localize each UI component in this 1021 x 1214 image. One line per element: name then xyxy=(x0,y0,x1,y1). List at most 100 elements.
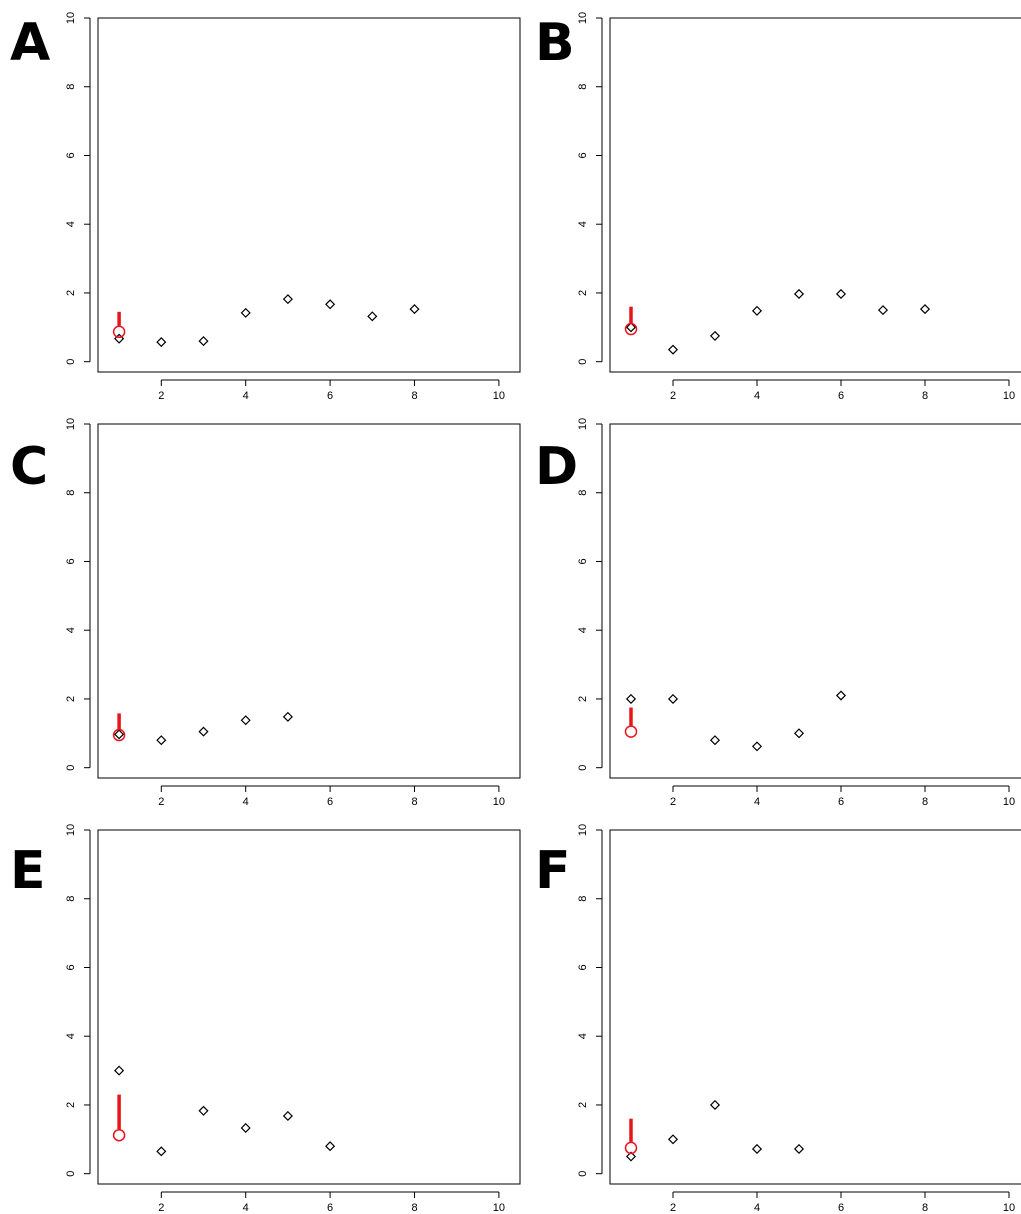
plot-frame xyxy=(97,423,521,779)
x-tick-label: 8 xyxy=(411,1202,417,1214)
x-tick-label: 4 xyxy=(243,1202,249,1214)
y-axis: 0 2 4 6 8 10 xyxy=(577,824,603,1177)
y-tick-label: 10 xyxy=(577,824,589,836)
data-point xyxy=(198,336,209,347)
data-point xyxy=(282,1110,293,1121)
plot-frame xyxy=(609,17,1021,373)
y-tick-label: 8 xyxy=(65,490,77,496)
panel-letter: D xyxy=(535,437,578,497)
data-points xyxy=(114,294,420,348)
x-tick-label: 2 xyxy=(670,390,676,402)
highlight-estimate xyxy=(624,1118,638,1155)
panel-letter: A xyxy=(10,13,50,73)
data-point xyxy=(667,693,679,704)
data-point xyxy=(240,715,251,726)
data-point xyxy=(198,1105,209,1116)
y-tick-label: 8 xyxy=(65,896,77,902)
data-points xyxy=(625,690,847,752)
data-point xyxy=(835,288,847,300)
highlight-circle xyxy=(624,725,638,738)
data-point xyxy=(282,294,293,305)
data-point xyxy=(667,344,679,355)
y-axis: 0 2 4 6 8 10 xyxy=(577,418,603,771)
data-point xyxy=(156,735,167,746)
y-tick-label: 8 xyxy=(577,490,589,496)
y-tick-label: 0 xyxy=(65,359,77,365)
x-axis: 2 4 6 8 10 xyxy=(158,1191,505,1214)
x-tick-label: 6 xyxy=(838,390,844,402)
y-tick-label: 2 xyxy=(65,1102,77,1108)
x-tick-label: 10 xyxy=(1003,796,1015,808)
data-point xyxy=(709,1099,721,1111)
y-axis: 0 2 4 6 8 10 xyxy=(65,824,91,1177)
highlight-estimate xyxy=(112,713,126,742)
data-point xyxy=(751,305,763,316)
x-tick-label: 6 xyxy=(327,390,333,402)
y-tick-label: 0 xyxy=(577,1171,589,1177)
data-point xyxy=(919,304,931,315)
data-point xyxy=(240,307,251,318)
data-points xyxy=(625,288,931,355)
y-tick-label: 10 xyxy=(65,12,77,24)
panel-b: B 2 4 6 8 10 0 2 4 6 8 10 xyxy=(535,12,1021,402)
highlight-estimate xyxy=(624,707,638,738)
data-point xyxy=(835,690,847,701)
data-point xyxy=(409,304,420,315)
x-axis: 2 4 6 8 10 xyxy=(158,785,505,808)
data-point xyxy=(793,728,805,739)
x-tick-label: 4 xyxy=(754,1202,760,1214)
x-tick-label: 8 xyxy=(411,390,417,402)
y-tick-label: 4 xyxy=(65,627,77,633)
x-tick-label: 8 xyxy=(922,390,928,402)
data-point xyxy=(282,711,293,722)
y-tick-label: 2 xyxy=(577,1102,589,1108)
data-point xyxy=(625,693,637,704)
data-point xyxy=(793,1143,805,1154)
x-tick-label: 4 xyxy=(754,390,760,402)
y-tick-label: 4 xyxy=(65,1033,77,1039)
x-tick-label: 8 xyxy=(922,1202,928,1214)
panel-d: D 2 4 6 8 10 0 2 4 6 8 10 xyxy=(535,418,1021,808)
y-tick-label: 2 xyxy=(577,290,589,296)
x-tick-label: 2 xyxy=(158,1202,164,1214)
highlight-circle xyxy=(624,322,638,336)
plot-frame xyxy=(97,17,521,373)
x-tick-label: 10 xyxy=(493,1202,505,1214)
y-tick-label: 10 xyxy=(577,418,589,430)
y-axis: 0 2 4 6 8 10 xyxy=(65,12,91,365)
x-tick-label: 6 xyxy=(838,796,844,808)
y-tick-label: 6 xyxy=(65,152,77,158)
y-axis: 0 2 4 6 8 10 xyxy=(65,418,91,771)
data-point xyxy=(793,288,805,300)
plot-frame xyxy=(609,829,1021,1185)
data-points xyxy=(625,1099,805,1162)
plot-frame xyxy=(97,829,521,1185)
x-axis: 2 4 6 8 10 xyxy=(670,785,1015,808)
highlight-circle xyxy=(624,1141,638,1155)
x-axis: 2 4 6 8 10 xyxy=(158,379,505,402)
data-point xyxy=(156,337,167,348)
panel-letter: E xyxy=(10,841,46,901)
data-point xyxy=(367,311,378,322)
y-tick-label: 2 xyxy=(577,696,589,702)
highlight-estimate xyxy=(624,306,638,336)
highlight-estimate xyxy=(112,1094,126,1142)
panel-f: F 2 4 6 8 10 0 2 4 6 8 10 xyxy=(535,824,1021,1214)
data-point xyxy=(114,729,125,740)
x-tick-label: 2 xyxy=(670,796,676,808)
y-tick-label: 0 xyxy=(577,359,589,365)
data-point xyxy=(325,299,336,310)
y-tick-label: 10 xyxy=(577,12,589,24)
highlight-circle xyxy=(112,325,126,339)
x-tick-label: 4 xyxy=(243,390,249,402)
x-tick-label: 8 xyxy=(411,796,417,808)
y-tick-label: 0 xyxy=(65,765,77,771)
x-tick-label: 2 xyxy=(670,1202,676,1214)
x-tick-label: 10 xyxy=(493,796,505,808)
y-tick-label: 4 xyxy=(577,1033,589,1039)
panel-letter: F xyxy=(535,841,571,901)
y-tick-label: 2 xyxy=(65,696,77,702)
y-tick-label: 4 xyxy=(577,221,589,227)
x-axis: 2 4 6 8 10 xyxy=(670,1191,1015,1214)
